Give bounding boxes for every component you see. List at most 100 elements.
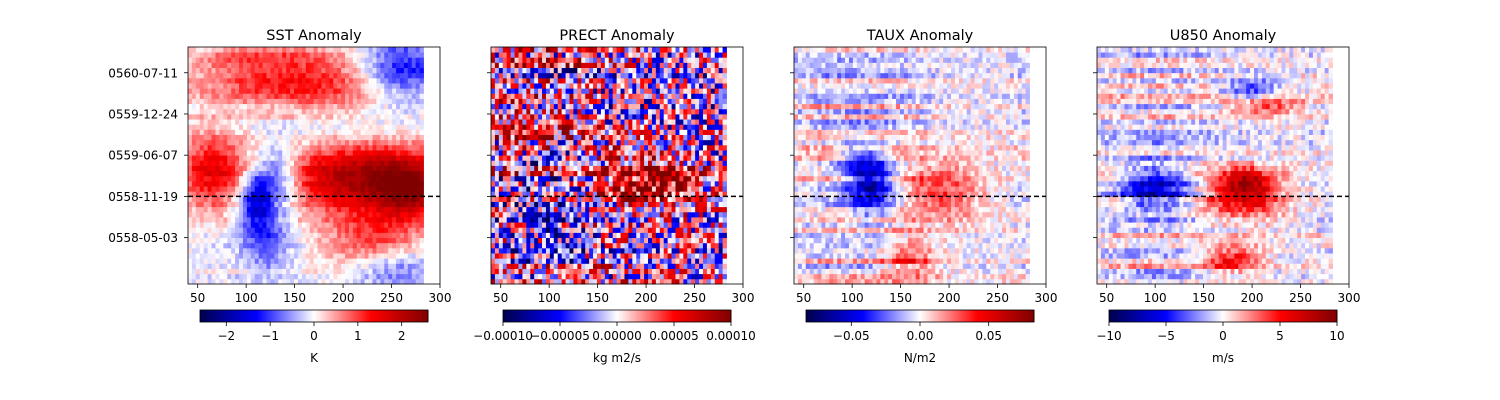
- heatmap-cell: [612, 180, 618, 187]
- colorbar-segment: [357, 310, 361, 322]
- heatmap-cell: [215, 217, 220, 223]
- heatmap-cell: [364, 52, 369, 58]
- heatmap-cell: [313, 247, 318, 254]
- heatmap-cell: [663, 160, 669, 166]
- heatmap-cell: [309, 263, 315, 269]
- heatmap-cell: [640, 268, 645, 275]
- heatmap-cell: [258, 191, 263, 197]
- colorbar-segment: [200, 310, 203, 322]
- heatmap-cell: [396, 206, 401, 213]
- heatmap-cell: [411, 150, 417, 156]
- heatmap-cell: [392, 155, 397, 161]
- heatmap-cell: [530, 222, 535, 228]
- heatmap-cell: [636, 237, 641, 244]
- heatmap-cell: [341, 150, 346, 156]
- heatmap-cell: [585, 108, 590, 115]
- heatmap-cell: [655, 113, 661, 120]
- heatmap-cell: [258, 47, 263, 53]
- heatmap-cell: [333, 160, 338, 166]
- heatmap-cell: [356, 155, 362, 161]
- heatmap-cell: [266, 273, 271, 280]
- heatmap-cell: [345, 72, 350, 79]
- heatmap-cell: [415, 139, 420, 146]
- heatmap-cell: [407, 253, 413, 259]
- heatmap-cell: [396, 160, 401, 166]
- heatmap-cell: [644, 222, 649, 228]
- heatmap-cell: [549, 191, 555, 197]
- heatmap-cell: [227, 263, 232, 269]
- heatmap-cell: [356, 47, 362, 53]
- heatmap-cell: [301, 47, 307, 53]
- heatmap-cell: [321, 124, 326, 130]
- heatmap-cell: [337, 57, 342, 63]
- heatmap-cell: [211, 186, 216, 192]
- colorbar-segment: [422, 310, 425, 322]
- heatmap-cell: [411, 160, 417, 166]
- heatmap-cell: [250, 155, 256, 161]
- heatmap-cell: [227, 72, 232, 79]
- heatmap-cell: [667, 263, 672, 269]
- heatmap-cell: [384, 196, 389, 202]
- heatmap-cell: [407, 180, 413, 187]
- colorbar-segment: [315, 310, 319, 322]
- heatmap-cell: [659, 134, 665, 141]
- heatmap-cell: [706, 253, 712, 259]
- heatmap-cell: [671, 180, 676, 187]
- heatmap-cell: [239, 72, 244, 79]
- heatmap-cell: [278, 52, 283, 58]
- heatmap-cell: [549, 186, 555, 192]
- colorbar-tick-label: 1: [354, 329, 362, 343]
- heatmap-cell: [714, 165, 720, 172]
- heatmap-cell: [352, 222, 358, 228]
- heatmap-cell: [392, 72, 397, 79]
- heatmap-cell: [235, 186, 240, 192]
- heatmap-cell: [333, 67, 338, 74]
- heatmap-cell: [286, 253, 291, 259]
- heatmap-cell: [494, 134, 500, 141]
- heatmap-cell: [270, 67, 275, 74]
- heatmap-cell: [309, 170, 315, 177]
- heatmap-cell: [231, 196, 236, 202]
- heatmap-cell: [702, 196, 708, 202]
- heatmap-cell: [270, 119, 275, 125]
- heatmap-cell: [399, 129, 405, 135]
- heatmap-cell: [589, 263, 594, 269]
- heatmap-cell: [242, 258, 248, 264]
- heatmap-cell: [360, 72, 366, 79]
- heatmap-cell: [191, 52, 197, 58]
- heatmap-cell: [411, 247, 417, 254]
- heatmap-cell: [188, 52, 193, 58]
- heatmap-cell: [352, 62, 358, 69]
- heatmap-cell: [411, 186, 417, 192]
- heatmap-cell: [352, 47, 358, 53]
- heatmap-cell: [250, 253, 256, 259]
- heatmap-cell: [368, 170, 373, 177]
- heatmap-cell: [679, 150, 684, 156]
- heatmap-cell: [188, 124, 193, 130]
- x-tick-label: 100: [235, 291, 258, 305]
- heatmap-cell: [297, 119, 303, 125]
- heatmap-cell: [683, 124, 688, 130]
- colorbar-segment: [296, 310, 300, 322]
- heatmap-cell: [223, 93, 228, 99]
- heatmap-cell: [502, 124, 508, 130]
- heatmap-cell: [581, 180, 586, 187]
- heatmap-cell: [242, 232, 248, 239]
- heatmap-cell: [195, 47, 201, 53]
- heatmap-cell: [195, 278, 201, 285]
- heatmap-cell: [305, 83, 311, 89]
- heatmap-cell: [506, 206, 512, 213]
- heatmap-cell: [577, 227, 582, 233]
- heatmap-cell: [345, 263, 350, 269]
- heatmap-cell: [305, 278, 311, 285]
- heatmap-cell: [321, 57, 326, 63]
- heatmap-cell: [407, 67, 413, 74]
- heatmap-cell: [278, 278, 283, 285]
- heatmap-cell: [407, 175, 413, 182]
- heatmap-cell: [589, 129, 594, 135]
- heatmap-cell: [242, 155, 248, 161]
- heatmap-cell: [223, 247, 228, 254]
- heatmap-cell: [203, 108, 209, 115]
- heatmap-cell: [313, 175, 318, 182]
- heatmap-cell: [278, 47, 283, 53]
